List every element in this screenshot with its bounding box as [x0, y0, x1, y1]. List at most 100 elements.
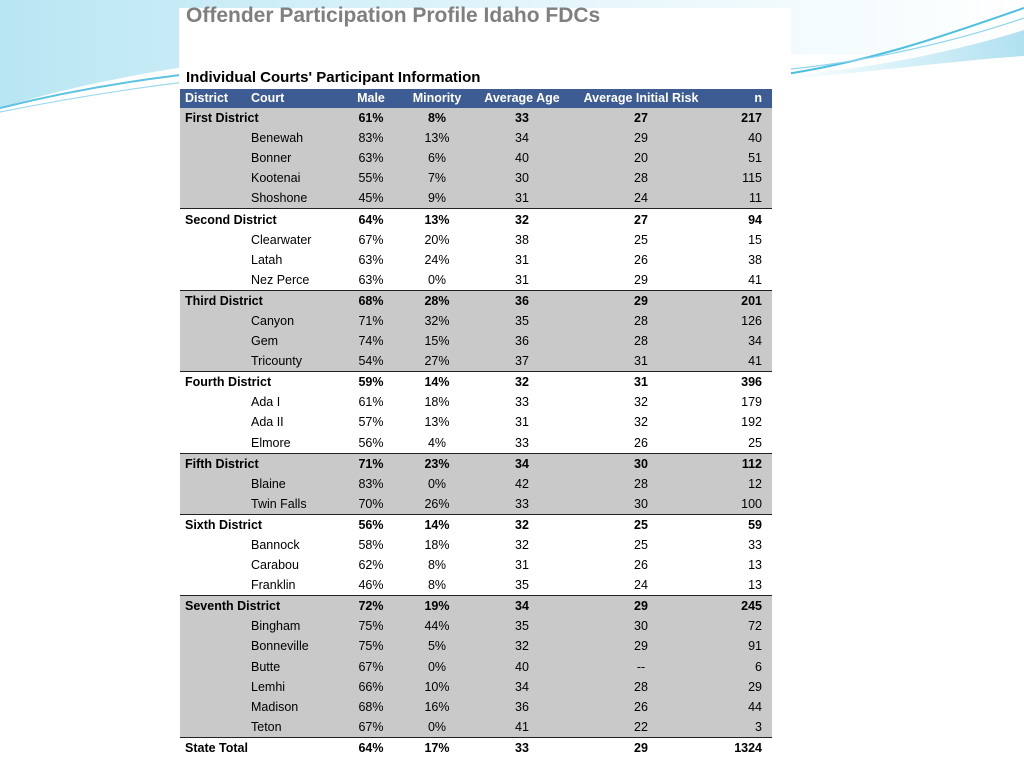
district-average-age: 32: [473, 371, 571, 393]
court-row: Benewah 83% 13% 34 29 40: [180, 128, 772, 149]
court-male: 57%: [358, 415, 384, 430]
court-name: Carabou: [251, 558, 299, 573]
court-average-initial-risk: 28: [571, 310, 711, 332]
court-n: 126: [711, 310, 772, 332]
court-n: 38: [748, 252, 762, 267]
court-male: 67%: [341, 716, 401, 738]
district-name: Sixth District: [180, 513, 341, 535]
court-average-age: 32: [515, 538, 529, 553]
court-row: Teton 67% 0% 41 22 3: [180, 716, 772, 738]
court-row: Canyon 71% 32% 35 28 126: [180, 310, 772, 332]
court-average-initial-risk: 28: [571, 331, 711, 352]
court-average-age: 42: [473, 473, 571, 494]
court-average-age: 37: [473, 351, 571, 372]
court-minority: 24%: [424, 252, 450, 267]
header-n: n: [711, 89, 772, 108]
court-n: 12: [711, 473, 772, 494]
court-average-age: 36: [473, 696, 571, 717]
district-name: Seventh District: [180, 595, 341, 617]
district-spacer: [180, 412, 246, 432]
court-minority: 8%: [427, 558, 447, 573]
court-name: Kootenai: [246, 168, 341, 189]
court-row: Latah 63% 24% 31 26 38: [180, 250, 772, 270]
court-male: 67%: [358, 232, 384, 247]
district-n: 112: [711, 452, 772, 474]
court-row: Butte 67% 0% 40 -- 6: [180, 656, 772, 677]
court-minority: 13%: [401, 128, 473, 149]
court-average-age: 31: [515, 252, 529, 267]
court-male: 83%: [341, 128, 401, 149]
district-row: Seventh District 72% 19% 34 29 245: [180, 595, 772, 617]
court-male: 75%: [341, 636, 401, 657]
court-name: Ada II: [251, 415, 284, 430]
district-n: 396: [711, 371, 772, 393]
district-row: Third District 68% 28% 36 29 201: [180, 289, 772, 311]
court-male: 63%: [358, 252, 384, 267]
court-average-age: 35: [515, 578, 529, 593]
court-male: 63%: [358, 272, 384, 287]
court-average-age: 33: [473, 493, 571, 515]
court-male: 83%: [341, 473, 401, 494]
court-n: 33: [748, 538, 762, 553]
district-spacer: [180, 716, 246, 738]
court-average-initial-risk: 29: [571, 636, 711, 657]
court-n: 41: [748, 272, 762, 287]
court-minority: 10%: [401, 676, 473, 697]
court-average-initial-risk: 26: [634, 558, 648, 573]
court-row: Shoshone 45% 9% 31 24 11: [180, 188, 772, 209]
court-average-age: 40: [473, 148, 571, 169]
court-name: Benewah: [246, 128, 341, 149]
court-row: Blaine 83% 0% 42 28 12: [180, 473, 772, 494]
court-name: Ada I: [251, 395, 281, 410]
district-average-age: 33: [473, 108, 571, 129]
court-name: Bingham: [246, 616, 341, 637]
court-male: 75%: [341, 616, 401, 637]
court-row: Ada II 57% 13% 31 32 192: [180, 412, 772, 432]
court-n: 25: [748, 435, 762, 450]
court-name: Madison: [246, 696, 341, 717]
district-spacer: [180, 636, 246, 657]
district-n: 94: [711, 208, 772, 230]
court-minority: 15%: [401, 331, 473, 352]
header-male: Male: [341, 89, 401, 108]
court-name: Clearwater: [251, 232, 312, 247]
district-name: Fourth District: [180, 371, 341, 393]
court-average-initial-risk: 32: [634, 395, 648, 410]
court-name: Shoshone: [246, 188, 341, 209]
district-minority: 28%: [401, 289, 473, 311]
district-spacer: [180, 392, 246, 412]
court-n: 179: [741, 395, 762, 410]
court-average-age: 31: [473, 188, 571, 209]
court-average-initial-risk: 24: [634, 578, 648, 593]
court-average-initial-risk: 29: [634, 272, 648, 287]
header-district: District: [180, 89, 246, 108]
district-spacer: [180, 473, 246, 494]
district-spacer: [180, 168, 246, 189]
court-average-age: 33: [515, 435, 529, 450]
court-row: Bannock 58% 18% 32 25 33: [180, 535, 772, 555]
court-name: Tricounty: [246, 351, 341, 372]
slide-title: Offender Participation Profile Idaho FDC…: [186, 4, 601, 27]
court-male: 71%: [341, 310, 401, 332]
court-minority: 27%: [401, 351, 473, 372]
total-minority: 17%: [401, 736, 473, 758]
district-minority: 8%: [401, 108, 473, 129]
court-n: 6: [711, 656, 772, 677]
court-average-initial-risk: 30: [571, 616, 711, 637]
court-n: 11: [711, 188, 772, 209]
district-n: 245: [711, 595, 772, 617]
header-minority: Minority: [401, 89, 473, 108]
court-row: Bonner 63% 6% 40 20 51: [180, 148, 772, 169]
district-row: First District 61% 8% 33 27 217: [180, 108, 772, 129]
court-name: Elmore: [251, 435, 291, 450]
total-average-age: 33: [473, 736, 571, 758]
court-row: Bonneville 75% 5% 32 29 91: [180, 636, 772, 657]
court-average-initial-risk: 20: [571, 148, 711, 169]
court-n: 13: [748, 558, 762, 573]
district-average-initial-risk: 25: [571, 513, 711, 535]
court-minority: 7%: [401, 168, 473, 189]
district-spacer: [180, 351, 246, 372]
court-male: 46%: [358, 578, 384, 593]
court-average-age: 35: [473, 310, 571, 332]
district-average-initial-risk: 29: [571, 289, 711, 311]
